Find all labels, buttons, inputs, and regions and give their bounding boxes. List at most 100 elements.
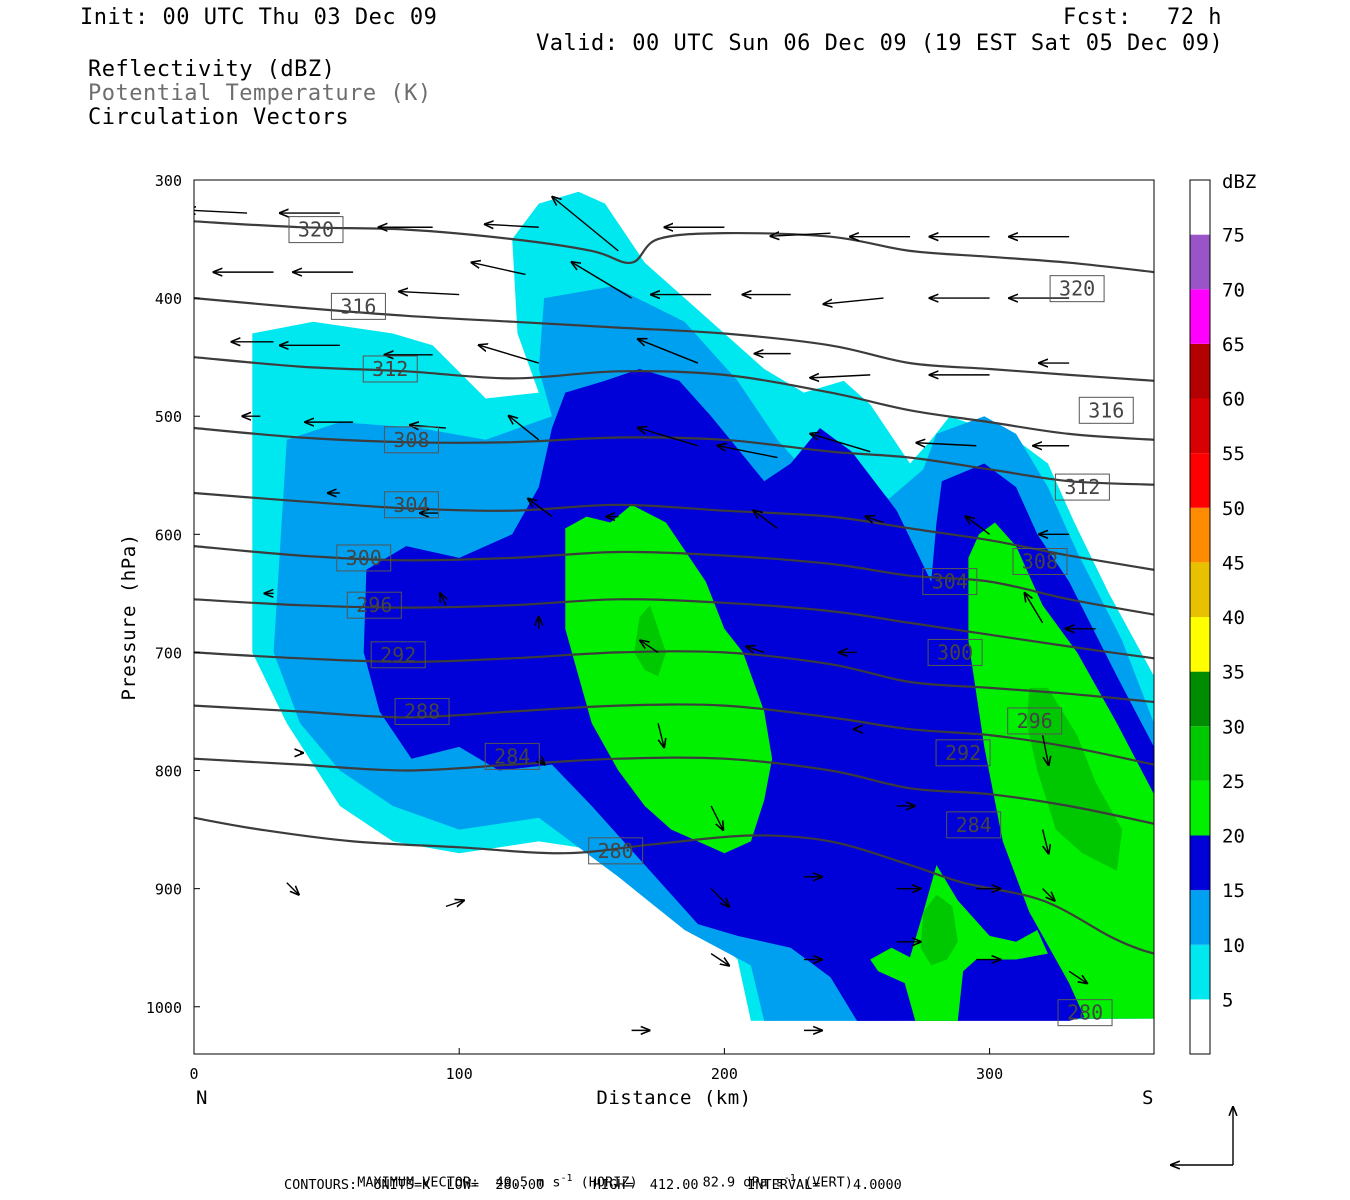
- circulation-vector-54: [657, 723, 664, 747]
- colorbar-label-75: 75: [1222, 225, 1245, 247]
- theta-label-right-312-2-text: 312: [1064, 475, 1100, 499]
- theta-label-right-284-8-box: [946, 811, 1002, 839]
- colorbar-label-55: 55: [1222, 443, 1245, 465]
- colorbar-label-25: 25: [1222, 771, 1245, 793]
- circulation-vector-34: [717, 446, 778, 459]
- theta-label-284-text: 284: [494, 744, 530, 768]
- theta-label-right-308-3-text: 308: [1022, 549, 1058, 573]
- colorbar-swatch-9: [1190, 507, 1210, 563]
- max-vector-label: MAXIMUM VECTOR:: [357, 1174, 480, 1191]
- colorbar-swatch-15: [1190, 180, 1210, 235]
- forecast-hours: 72 h: [1167, 5, 1222, 30]
- theta-label-right-296-6-box: [1007, 707, 1063, 735]
- colorbar-swatch-4: [1190, 780, 1210, 836]
- colorbar-swatch-2: [1190, 890, 1210, 945]
- colorbar-swatch-12: [1190, 343, 1210, 399]
- theta-contour-280: [194, 816, 1154, 955]
- circulation-vector-13: [471, 262, 526, 276]
- circulation-vector-43: [866, 517, 884, 523]
- field-vectors: Circulation Vectors: [88, 105, 350, 130]
- theta-label-right-320-0-text: 320: [1059, 277, 1095, 301]
- theta-label-right-320-0-box: [1049, 275, 1105, 303]
- colorbar-label-45: 45: [1222, 552, 1245, 574]
- theta-label-300-text: 300: [346, 546, 382, 570]
- colorbar-unit-label: dBZ: [1222, 171, 1256, 193]
- circulation-vector-73: [1068, 970, 1087, 983]
- theta-label-308: 308: [383, 426, 439, 454]
- plot-frame: [193, 179, 1155, 1055]
- colorbar-swatch-10: [1190, 453, 1210, 508]
- y-tick-label-500: 500: [155, 408, 182, 426]
- theta-contour-308: [194, 426, 1154, 486]
- colorbar-swatch-8: [1190, 562, 1210, 617]
- theta-label-312-text: 312: [372, 357, 408, 381]
- theta-label-288: 288: [394, 697, 450, 725]
- x-tick-label-100: 100: [446, 1065, 473, 1083]
- circulation-vector-52: [1025, 593, 1044, 624]
- valid-time: Valid: 00 UTC Sun 06 Dec 09 (19 EST Sat …: [536, 31, 1224, 56]
- reflectivity-region-25dbz-6: [634, 605, 666, 677]
- field-theta: Potential Temperature (K): [88, 81, 432, 106]
- circulation-vector-62: [286, 882, 299, 895]
- theta-label-right-316-1: 316: [1078, 396, 1134, 424]
- theta-contour-316: [194, 297, 1154, 382]
- colorbar-swatch-3: [1190, 835, 1210, 891]
- theta-label-304-text: 304: [393, 493, 429, 517]
- y-tick-label-400: 400: [155, 290, 182, 308]
- colorbar-label-40: 40: [1222, 607, 1245, 629]
- circulation-vector-14: [572, 262, 632, 299]
- theta-label-280-box: [588, 837, 644, 865]
- forecast-label: Fcst:: [1063, 5, 1132, 30]
- theta-label-296-box: [346, 591, 402, 619]
- theta-label-right-292-7: 292: [935, 739, 991, 767]
- theta-label-296: 296: [346, 591, 402, 619]
- colorbar-swatch-0: [1190, 999, 1210, 1054]
- reflectivity-region-15dbz-2: [363, 369, 1154, 1021]
- colorbar-label-65: 65: [1222, 334, 1245, 356]
- x-tick-label-0: 0: [189, 1065, 198, 1083]
- theta-label-right-280-9-text: 280: [1067, 1001, 1103, 1025]
- circulation-vector-0: [194, 210, 248, 213]
- theta-label-320-box: [288, 216, 344, 244]
- theta-label-316-text: 316: [340, 294, 376, 318]
- init-time: Init: 00 UTC Thu 03 Dec 09: [80, 5, 438, 30]
- theta-label-292-box: [370, 641, 426, 669]
- y-tick-label-600: 600: [155, 526, 182, 544]
- circulation-vector-47: [440, 593, 446, 606]
- horiz-value: 40.5 m s: [495, 1174, 561, 1191]
- reflectivity-region-25dbz-8: [920, 894, 958, 966]
- colorbar-label-60: 60: [1222, 389, 1245, 411]
- theta-label-284-box: [484, 742, 540, 770]
- circulation-vector-56: [1041, 734, 1049, 765]
- theta-label-308-box: [383, 426, 439, 454]
- circulation-vector-40: [528, 499, 553, 518]
- theta-contour-284: [194, 756, 1154, 825]
- theta-label-right-304-4: 304: [922, 568, 978, 596]
- theta-contour-292: [194, 650, 1154, 704]
- theta-label-right-284-8: 284: [946, 811, 1002, 839]
- theta-label-280-text: 280: [598, 839, 634, 863]
- circulation-vector-64: [710, 888, 729, 907]
- theta-label-right-304-4-text: 304: [932, 570, 968, 594]
- circulation-vector-50: [746, 646, 765, 652]
- theta-label-right-312-2: 312: [1054, 473, 1110, 501]
- reflectivity-region-20dbz-5: [870, 865, 1048, 1021]
- circulation-vector-59: [710, 805, 723, 830]
- circulation-vector-24: [638, 339, 699, 364]
- x-axis-label: Distance (km): [596, 1087, 751, 1109]
- field-reflectivity: Reflectivity (dBZ): [88, 57, 336, 82]
- circulation-vector-17: [824, 297, 884, 304]
- reference-vector-icon: [1171, 1107, 1233, 1165]
- circulation-vector-35: [810, 434, 871, 453]
- circulation-vector-36: [916, 443, 977, 446]
- theta-label-right-280-9-box: [1057, 999, 1113, 1027]
- circulation-vector-44: [966, 516, 991, 535]
- theta-label-284: 284: [484, 742, 540, 770]
- colorbar-swatch-7: [1190, 617, 1210, 672]
- circulation-vector-63: [445, 900, 464, 906]
- vert-unit-exp: -1: [783, 1173, 796, 1184]
- theta-contour-312: [194, 356, 1154, 441]
- theta-label-308-text: 308: [393, 428, 429, 452]
- colorbar-swatch-13: [1190, 289, 1210, 344]
- horiz-unit-exp: -1: [560, 1173, 573, 1184]
